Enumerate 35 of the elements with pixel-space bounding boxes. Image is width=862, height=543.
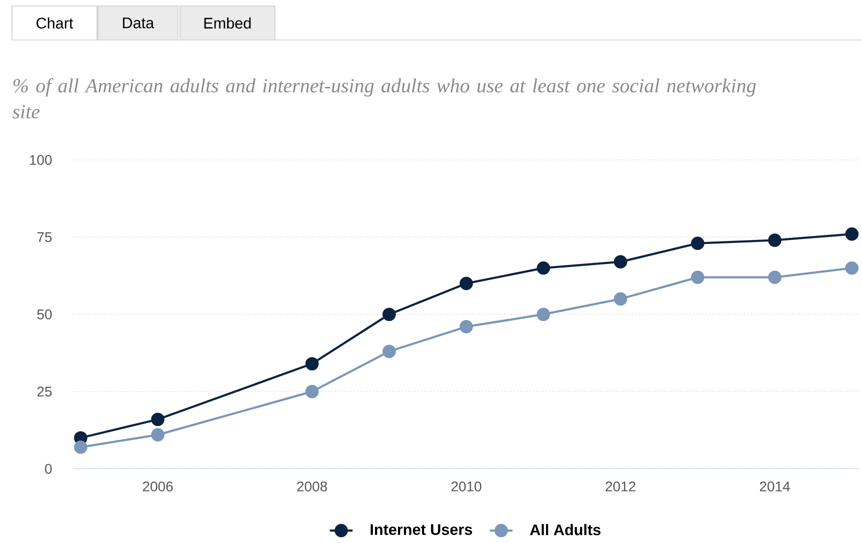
point [845, 228, 859, 241]
y-tick-label: 75 [37, 232, 52, 242]
point [74, 440, 88, 454]
x-tick-label: 2014 [760, 482, 790, 492]
point [614, 255, 628, 269]
point [382, 344, 396, 358]
point [536, 261, 550, 275]
point [382, 308, 396, 322]
y-tick-label: 0 [45, 464, 52, 474]
point [536, 308, 550, 322]
x-tick-label: 2006 [142, 482, 173, 492]
point [768, 270, 782, 284]
point [690, 236, 704, 250]
point [151, 428, 164, 442]
legend-label: Internet Users [370, 524, 472, 536]
point [768, 234, 782, 248]
y-tick-label: 50 [37, 310, 52, 320]
x-tick-label: 2010 [451, 482, 482, 492]
point [614, 292, 628, 306]
legend-label: All Adults [530, 524, 600, 536]
x-tick-label: 2008 [297, 482, 327, 492]
point [460, 320, 473, 334]
x-tick-label: 2012 [606, 482, 636, 492]
point [305, 357, 319, 371]
text: Chart [36, 17, 74, 29]
y-tick-label: 100 [30, 155, 52, 166]
chart-title: % of all American adults and internet-using adults who use at least one social networking site [12, 78, 756, 119]
y-tick-label: 25 [37, 386, 52, 397]
point [690, 270, 704, 284]
point [151, 412, 164, 426]
point [305, 385, 319, 398]
point [845, 261, 859, 275]
point [460, 276, 473, 290]
text: Data [123, 18, 154, 28]
text: Embed [204, 17, 251, 29]
